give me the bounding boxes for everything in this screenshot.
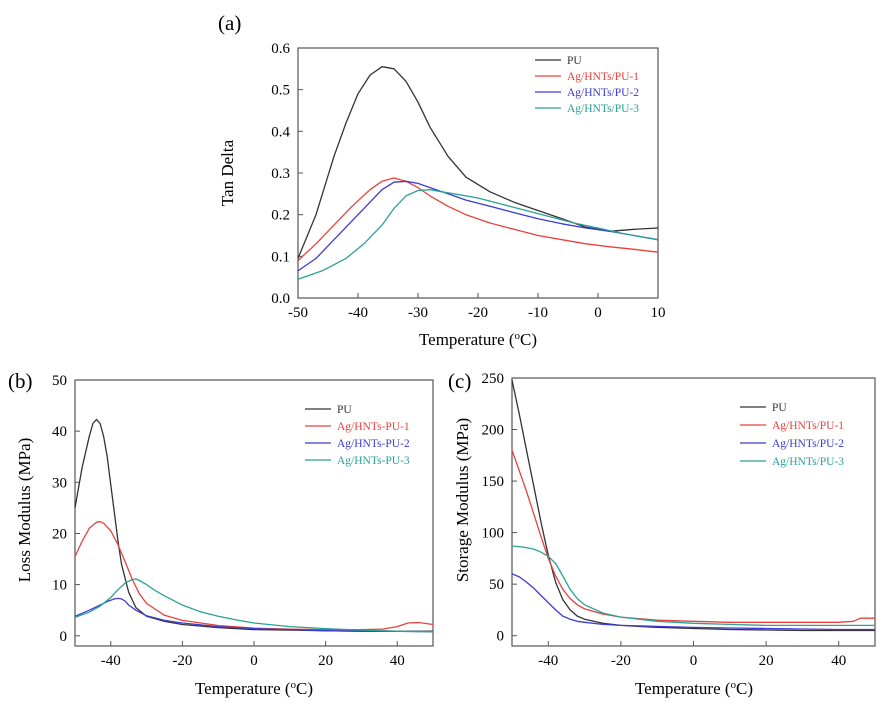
panel-a-ticks: -50 -40 -30 -20 -10 0 10 0.0 0.1 0.2 0.3 0.4 0.5 0.6 [271, 41, 665, 321]
y-tick-label: 150 [482, 474, 505, 490]
legend-label: PU [567, 55, 582, 67]
x-tick-label: -40 [101, 653, 121, 669]
series-line-pu [511, 379, 875, 632]
series-line-ag-hnts-pu-2 [297, 180, 659, 272]
series-line-ag-hnts-pu-2 [511, 573, 875, 631]
x-tick-label: 40 [390, 653, 405, 669]
panel-c-legend: PU Ag/HNTs/PU-1 Ag/HNTs/PU-2 Ag/HNTs/PU-3 [740, 402, 844, 468]
x-tick-label: 10 [651, 305, 666, 321]
x-tick-label: -40 [538, 653, 558, 669]
panel-c: (c) -40 -20 0 20 40 0 50 100 150 200 250 PU Ag/HNTs… [448, 369, 876, 698]
y-tick-label: 250 [482, 371, 505, 387]
panel-c-series [511, 379, 875, 632]
legend-label: Ag/HNTs/PU-1 [567, 71, 639, 83]
x-tick-label: -40 [348, 305, 368, 321]
x-tick-label: 0 [594, 305, 602, 321]
y-tick-label: 0 [60, 629, 68, 645]
panel-a-xlabel: Temperature (oC) [419, 330, 537, 349]
x-tick-label: -10 [528, 305, 548, 321]
series-line-ag-hnts-pu-1 [297, 177, 659, 261]
series-line-ag-hnts-pu-3 [297, 189, 659, 280]
legend-label: Ag/HNTs-PU-3 [337, 455, 410, 467]
panel-a-label: (a) [218, 11, 241, 35]
panel-b-frame [74, 379, 434, 647]
x-tick-label: 40 [831, 653, 846, 669]
panel-c-label: (c) [448, 369, 471, 393]
series-line-ag-hnts-pu-1 [74, 521, 434, 631]
panel-a-legend: PU Ag/HNTs/PU-1 Ag/HNTs/PU-2 Ag/HNTs/PU-3 [535, 55, 639, 115]
x-tick-label: 0 [250, 653, 258, 669]
panel-c-ylabel: Storage Modulus (MPa) [453, 418, 472, 582]
panel-b-ticks: -40 -20 0 20 40 0 10 20 30 40 50 [52, 373, 405, 669]
x-tick-label: -20 [611, 653, 631, 669]
y-tick-label: 50 [52, 373, 67, 389]
panel-c-ticks: -40 -20 0 20 40 0 50 100 150 200 250 [482, 371, 847, 669]
x-tick-label: -20 [172, 653, 192, 669]
panel-b-label: (b) [8, 369, 33, 393]
y-tick-label: 0.5 [271, 83, 290, 99]
y-tick-label: 0 [497, 629, 505, 645]
legend-label: Ag/HNTs/PU-2 [567, 87, 639, 99]
series-line-ag-hnts-pu-3 [74, 578, 434, 633]
panel-b-xlabel: Temperature (oC) [195, 679, 313, 698]
y-tick-label: 0.3 [271, 166, 290, 182]
legend-label: Ag/HNTs/PU-3 [567, 103, 639, 115]
series-line-pu [74, 418, 433, 632]
panel-a-ylabel: Tan Delta [218, 139, 237, 206]
x-tick-label: -30 [408, 305, 428, 321]
y-tick-label: 10 [52, 578, 67, 594]
panel-b-series [74, 418, 434, 633]
y-tick-label: 40 [52, 424, 67, 440]
legend-label: Ag/HNTs-PU-1 [337, 421, 410, 433]
panel-b: (b) -40 -20 0 20 40 0 10 20 30 40 50 PU Ag/HNTs-PU-… [8, 369, 434, 698]
x-tick-label: 20 [318, 653, 333, 669]
y-tick-label: 30 [52, 475, 67, 491]
y-tick-label: 0.2 [271, 208, 290, 224]
y-tick-label: 0.1 [271, 249, 290, 265]
x-tick-label: 20 [759, 653, 774, 669]
panel-c-xlabel: Temperature (oC) [635, 679, 753, 698]
y-tick-label: 0.6 [271, 41, 290, 57]
x-tick-label: -50 [288, 305, 308, 321]
panel-a-frame [297, 47, 659, 299]
y-tick-label: 0.4 [271, 124, 290, 140]
y-tick-label: 20 [52, 526, 67, 542]
legend-label: Ag/HNTs/PU-2 [772, 438, 844, 450]
series-line-ag-hnts-pu-3 [511, 545, 875, 627]
legend-label: Ag/HNTs-PU-2 [337, 438, 410, 450]
panel-b-ylabel: Loss Modulus (MPa) [15, 438, 34, 583]
legend-label: Ag/HNTs/PU-3 [772, 456, 844, 468]
legend-label: PU [337, 404, 352, 416]
legend-label: Ag/HNTs/PU-1 [772, 420, 844, 432]
panel-a-series [297, 66, 659, 280]
legend-label: PU [772, 402, 787, 414]
y-tick-label: 0.0 [271, 291, 290, 307]
series-line-ag-hnts-pu-1 [511, 449, 875, 623]
y-tick-label: 200 [482, 423, 505, 439]
panel-b-legend: PU Ag/HNTs-PU-1 Ag/HNTs-PU-2 Ag/HNTs-PU-3 [305, 404, 410, 467]
panel-a: (a) -50 -40 -30 -20 -10 0 10 0.0 0.1 0.2 0.3 0.4 0.5… [218, 11, 666, 349]
x-tick-label: -20 [468, 305, 488, 321]
y-tick-label: 100 [482, 526, 505, 542]
series-line-ag-hnts-pu-2 [74, 597, 434, 633]
x-tick-label: 0 [690, 653, 698, 669]
y-tick-label: 50 [489, 577, 504, 593]
